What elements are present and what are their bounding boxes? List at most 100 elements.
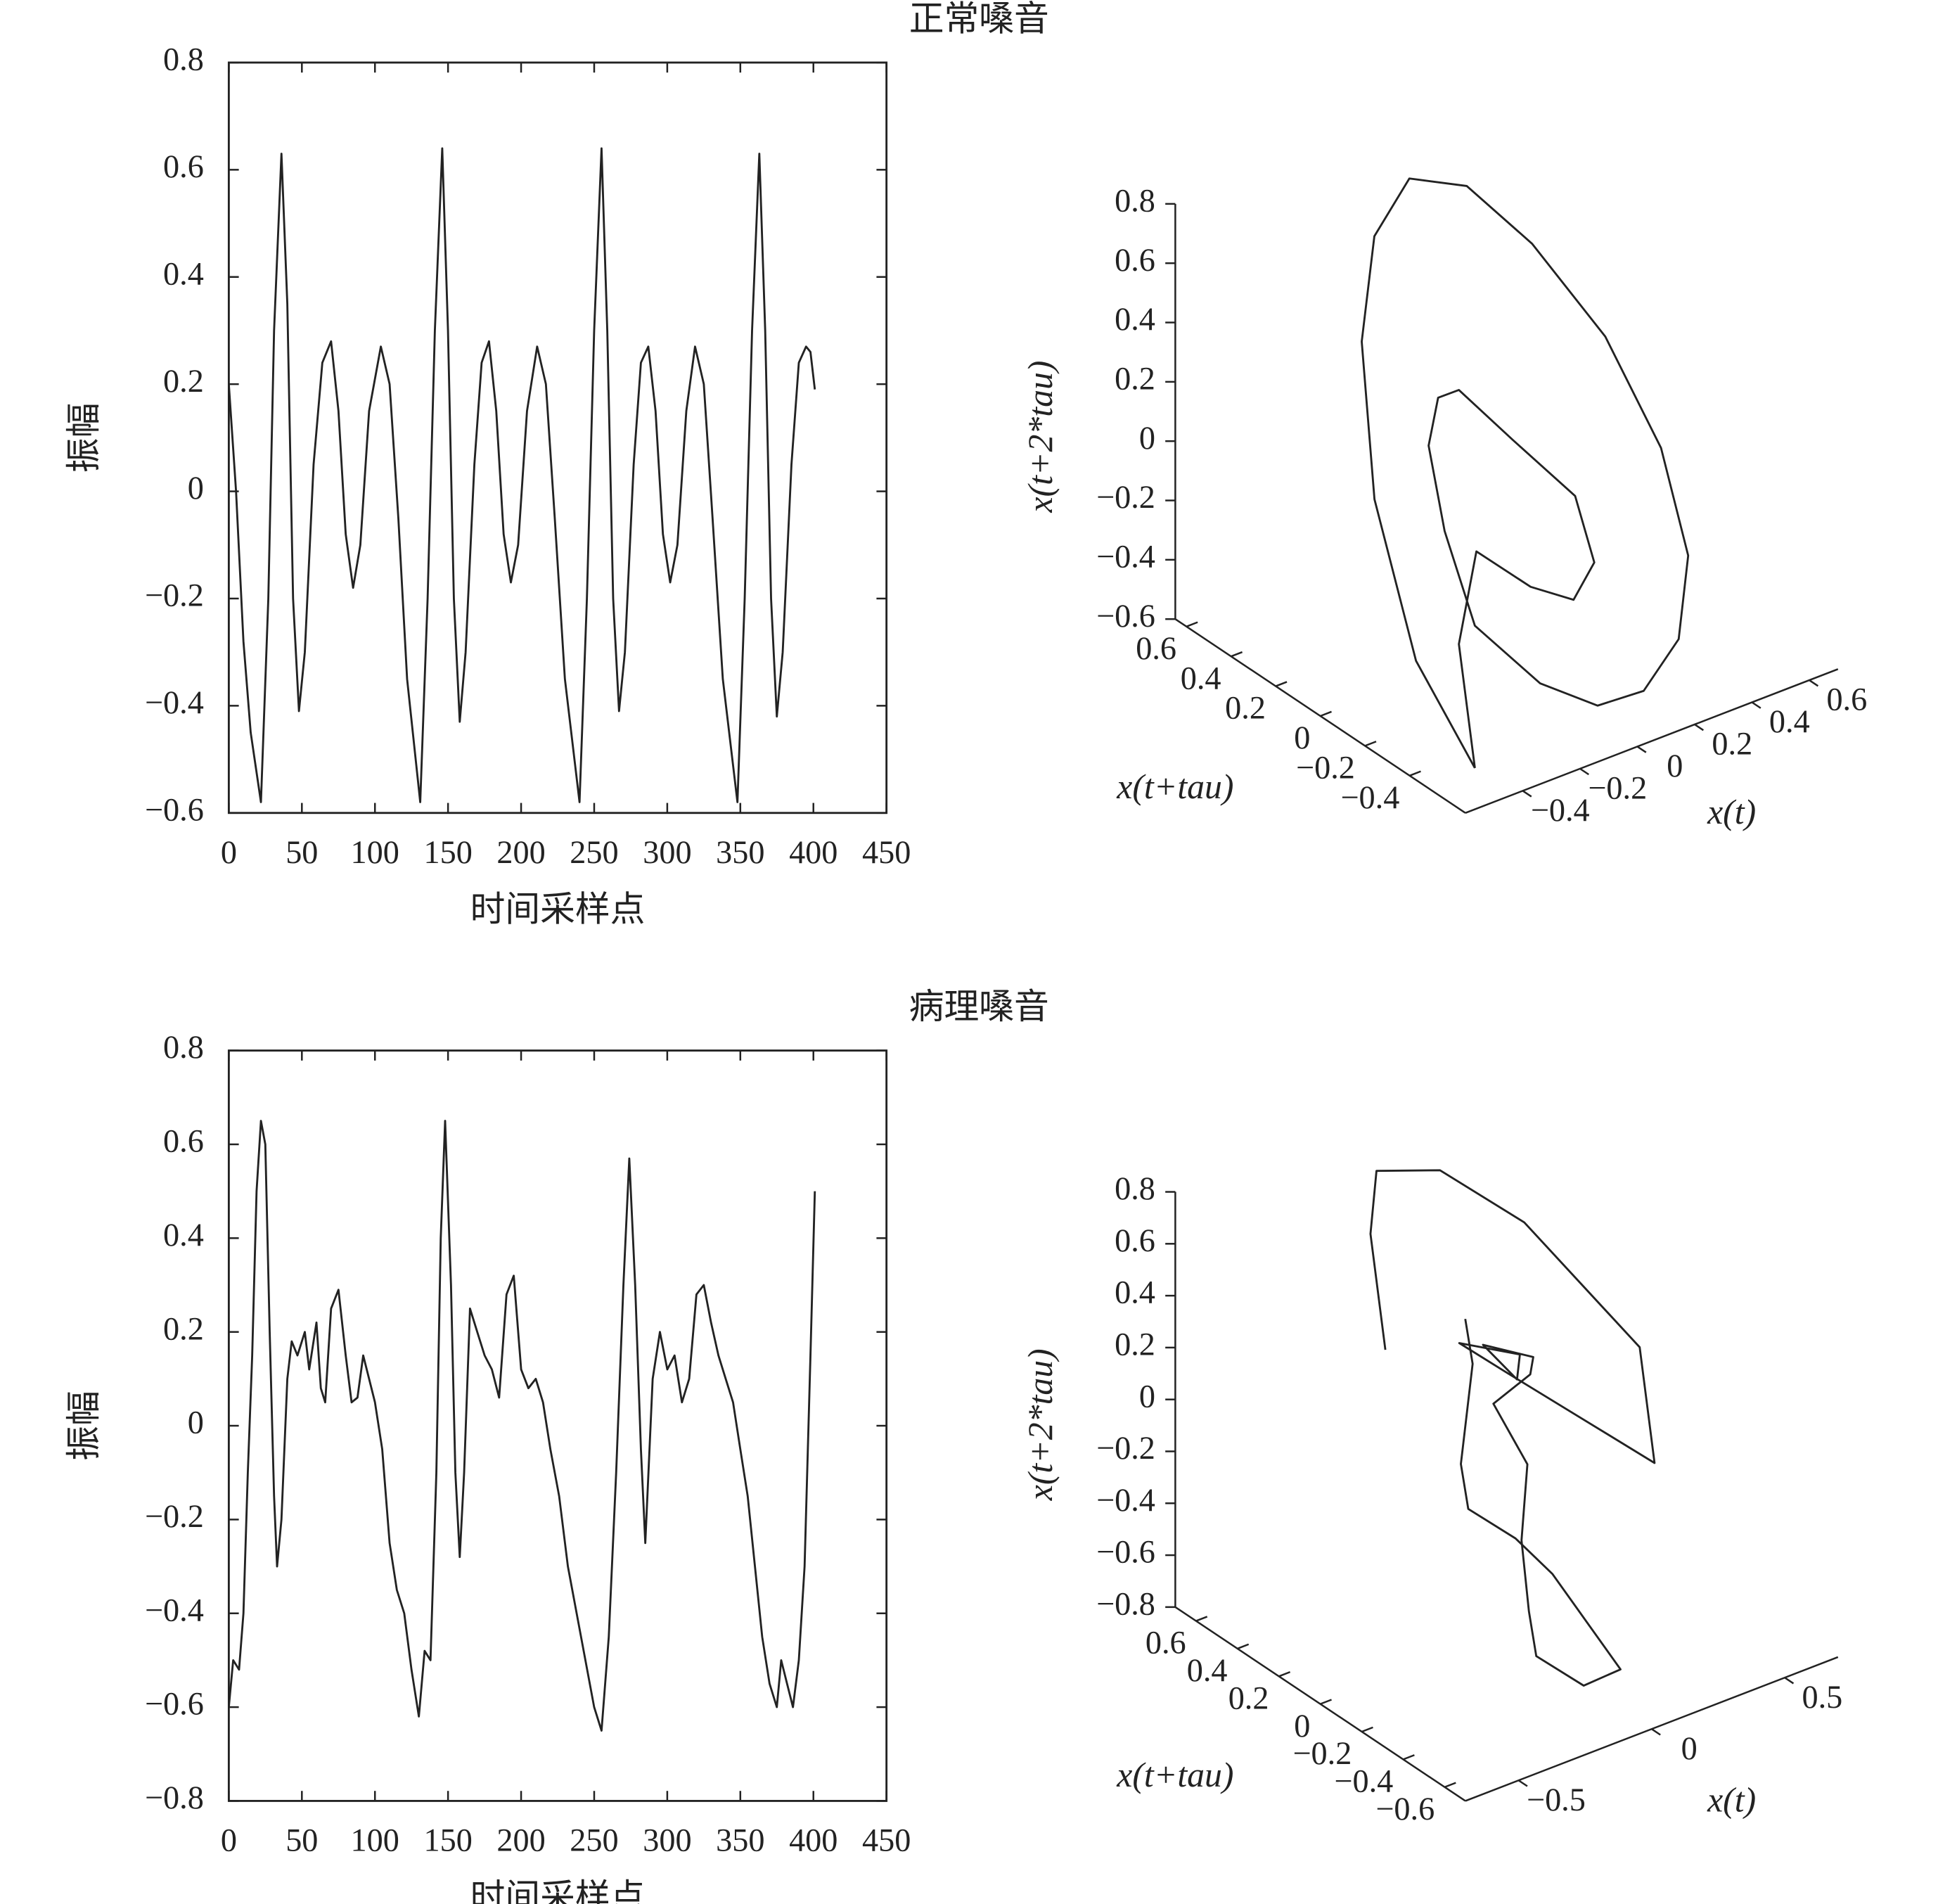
y-tick-label: −0.6 [145,791,204,827]
x-tick [1636,746,1647,753]
y-tick-label: 0 [1294,720,1310,755]
phase-trajectory [1369,1169,1656,1687]
y-tick-label: 0.6 [163,148,204,184]
chart-title: 病理嗓音 [909,988,1049,1026]
y-tick [1403,1754,1415,1761]
x-tick-label: 200 [496,1822,545,1858]
x-tick [1751,701,1761,709]
y-tick-label: 0 [188,1405,204,1440]
x-axis [1465,668,1839,814]
y-tick-label: −0.4 [145,684,204,720]
x-tick [1651,1728,1661,1736]
y-tick-label: −0.4 [1334,1763,1393,1799]
plot-frame [227,61,888,814]
z-tick-label: 0.6 [1115,242,1155,278]
y-tick-label: 0 [188,470,204,506]
x-tick-label: 0.2 [1712,726,1752,762]
y-tick-label: −0.6 [145,1686,204,1722]
x-tick [1522,790,1532,798]
y-tick-label: 0.2 [163,1310,204,1346]
x-tick-label: 50 [285,1822,318,1858]
y-tick-label: 0.4 [163,1217,204,1253]
chart-title: 正常嗓音 [909,0,1049,38]
z-tick-label: 0.4 [1115,1274,1155,1310]
x-tick-label: 300 [643,1822,691,1858]
x-tick-label: 0.5 [1802,1679,1843,1715]
z-tick-label: −0.4 [1096,538,1155,574]
y-tick-label: −0.2 [1292,1735,1352,1771]
x-tick [1809,679,1819,687]
y-tick [1320,710,1332,717]
y-tick [1409,770,1421,777]
x-axis-label: x(t) [1707,1780,1756,1819]
z-tick-label: 0 [1139,420,1155,456]
z-tick-label: −0.8 [1096,1585,1155,1621]
z-tick-label: 0.4 [1115,301,1155,337]
x-tick-label: 450 [862,1822,911,1858]
z-tick-label: −0.4 [1096,1482,1155,1518]
x-tick-label: 0 [1667,748,1683,784]
y-tick-label: −0.4 [145,1592,204,1628]
z-tick-label: −0.2 [1096,1430,1155,1466]
x-tick-label: 0 [1681,1730,1698,1766]
x-tick-label: −0.4 [1531,792,1590,828]
y-tick-label: −0.4 [1340,779,1399,815]
x-tick [1694,723,1705,731]
y-tick-label: −0.2 [145,1498,204,1534]
y-tick-label: −0.2 [145,577,204,613]
y-tick-label: 0.8 [163,41,204,77]
signal-line [227,1120,816,1732]
x-tick-label: 250 [570,834,618,870]
x-tick-label: 150 [423,1822,472,1858]
x-tick-label: 100 [351,1822,399,1858]
x-tick-label: 50 [285,834,318,870]
z-tick-label: −0.6 [1096,598,1155,634]
y-tick-label: 0.2 [1225,690,1266,726]
x-tick-label: −0.2 [1588,769,1647,805]
z-tick-label: −0.6 [1096,1534,1155,1570]
y-tick-label: 0.2 [1228,1680,1269,1715]
y-tick-label: 0.4 [1187,1652,1228,1688]
phase-trajectory [1361,177,1690,769]
y-tick [1320,1699,1332,1705]
y-axis-label: 振幅 [65,1391,103,1461]
z-axis-label: x(t+2*tau) [1021,1348,1060,1501]
y-tick-label: 0.8 [163,1029,204,1065]
x-tick-label: 400 [789,834,838,870]
x-tick-label: 0 [221,834,237,870]
y-axis-label: x(t+tau) [1116,767,1233,806]
z-tick-label: 0 [1139,1378,1155,1414]
y-axis-label: x(t+tau) [1116,1756,1233,1794]
y-tick-label: 0.2 [163,363,204,399]
y-tick-label: 0.4 [163,255,204,291]
y-tick [1186,621,1198,627]
z-tick-label: 0.2 [1115,1327,1155,1362]
y-tick-label: −0.6 [1375,1791,1435,1827]
x-tick-label: 350 [716,1822,764,1858]
y-tick [1364,741,1377,747]
z-tick-label: 0.6 [1115,1222,1155,1258]
x-tick-label: 100 [351,834,399,870]
z-tick-label: −0.2 [1096,479,1155,515]
x-axis-label: x(t) [1707,793,1756,831]
y-tick [1444,1782,1456,1788]
y-axis-label: 振幅 [65,403,103,473]
x-tick-label: 0.4 [1769,703,1810,739]
x-tick-label: 200 [496,834,545,870]
x-tick-label: 450 [862,834,911,870]
y-tick-label: 0.6 [163,1123,204,1159]
x-tick-label: 0 [221,1822,237,1858]
y-tick [1275,681,1288,687]
x-tick [1517,1780,1528,1787]
x-tick-label: 300 [643,834,691,870]
z-tick-label: 0.8 [1115,1170,1155,1206]
y-tick [1237,1643,1250,1650]
y-tick [1231,651,1243,658]
y-tick-label: 0 [1294,1708,1310,1744]
x-tick-label: 400 [789,1822,838,1858]
y-tick-label: −0.2 [1296,750,1355,786]
x-tick-label: −0.5 [1527,1782,1586,1817]
z-axis-label: x(t+2*tau) [1021,361,1060,513]
